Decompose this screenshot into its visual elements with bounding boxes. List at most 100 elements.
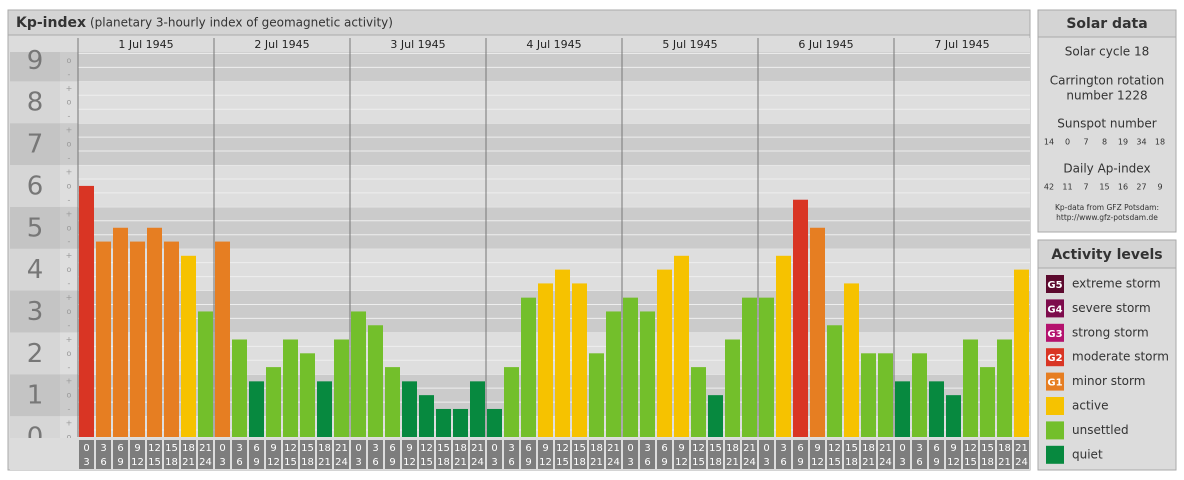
interval-cell — [827, 440, 842, 469]
y-band-label-bg — [10, 164, 60, 207]
bar — [793, 199, 808, 437]
interval-start: 0 — [763, 443, 769, 454]
interval-cell — [147, 440, 162, 469]
interval-start: 18 — [454, 443, 467, 454]
bar — [844, 283, 859, 437]
y-band-label-bg — [10, 332, 60, 375]
interval-start: 18 — [726, 443, 739, 454]
day-label: 7 Jul 1945 — [934, 38, 989, 51]
bar — [623, 297, 638, 437]
interval-end: 24 — [879, 457, 892, 468]
interval-cell — [572, 440, 587, 469]
interval-start: 6 — [525, 443, 531, 454]
interval-end: 18 — [981, 457, 994, 468]
y-tick-label: 9 — [27, 46, 44, 76]
interval-end: 9 — [117, 457, 123, 468]
bar — [810, 227, 825, 437]
interval-end: 9 — [661, 457, 667, 468]
sunspot-number: 34 — [1136, 138, 1146, 147]
interval-cell — [504, 440, 519, 469]
y-tick-label: 5 — [27, 213, 44, 243]
interval-end: 12 — [403, 457, 416, 468]
interval-cell — [623, 440, 638, 469]
interval-end: 3 — [355, 457, 361, 468]
y-band — [10, 332, 1030, 375]
day-label: 2 Jul 1945 — [254, 38, 309, 51]
interval-start: 6 — [933, 443, 939, 454]
bar — [572, 283, 587, 437]
carrington: number 1228 — [1066, 89, 1147, 103]
y-band — [10, 164, 1030, 207]
y-band — [10, 206, 1030, 249]
bar — [895, 381, 910, 437]
interval-start: 3 — [780, 443, 786, 454]
interval-cell — [725, 440, 740, 469]
bar — [946, 395, 961, 437]
chart-subtitle: (planetary 3-hourly index of geomagnetic… — [90, 16, 393, 30]
interval-end: 21 — [454, 457, 467, 468]
sunspot-number: 14 — [1044, 138, 1054, 147]
bar — [929, 381, 944, 437]
interval-end: 3 — [491, 457, 497, 468]
interval-end: 3 — [83, 457, 89, 468]
bar — [1014, 269, 1029, 437]
interval-cell — [96, 440, 111, 469]
ap-number: 16 — [1118, 183, 1128, 192]
bar — [912, 353, 927, 437]
legend-header — [1037, 239, 1177, 269]
interval-cell — [249, 440, 264, 469]
interval-cell — [759, 440, 774, 469]
interval-end: 24 — [743, 457, 756, 468]
y-sub-label: + — [66, 251, 73, 260]
interval-start: 12 — [284, 443, 297, 454]
interval-start: 15 — [573, 443, 586, 454]
bar — [368, 325, 383, 437]
sunspot-number: 18 — [1155, 138, 1165, 147]
interval-start: 9 — [542, 443, 548, 454]
y-band — [10, 374, 1030, 417]
interval-start: 9 — [270, 443, 276, 454]
legend-label: minor storm — [1072, 374, 1145, 388]
legend-label: quiet — [1072, 447, 1103, 461]
y-sub-label: + — [66, 377, 73, 386]
interval-start: 3 — [644, 443, 650, 454]
y-tick-label: 1 — [27, 381, 44, 411]
bar — [776, 255, 791, 437]
interval-start: 0 — [219, 443, 225, 454]
interval-end: 15 — [148, 457, 161, 468]
day-label: 4 Jul 1945 — [526, 38, 581, 51]
interval-cell — [980, 440, 995, 469]
ap-number: 15 — [1099, 183, 1109, 192]
interval-end: 6 — [780, 457, 786, 468]
interval-start: 3 — [916, 443, 922, 454]
interval-start: 0 — [627, 443, 633, 454]
interval-cell — [368, 440, 383, 469]
interval-cell — [929, 440, 944, 469]
interval-start: 18 — [318, 443, 331, 454]
interval-cell — [555, 440, 570, 469]
interval-cell — [606, 440, 621, 469]
bar — [538, 283, 553, 437]
legend-label: severe storm — [1072, 301, 1151, 315]
y-band-label-bg — [10, 416, 60, 440]
y-sub-label: - — [68, 405, 71, 414]
interval-end: 3 — [627, 457, 633, 468]
interval-start: 6 — [253, 443, 259, 454]
sunspot-number: 8 — [1102, 138, 1107, 147]
interval-start: 3 — [508, 443, 514, 454]
interval-end: 12 — [675, 457, 688, 468]
interval-start: 9 — [134, 443, 140, 454]
interval-start: 18 — [590, 443, 603, 454]
y-band-label-bg — [10, 52, 60, 82]
interval-start: 6 — [389, 443, 395, 454]
interval-cell — [232, 440, 247, 469]
ap-number: 7 — [1083, 183, 1088, 192]
interval-cell — [436, 440, 451, 469]
interval-end: 24 — [1015, 457, 1028, 468]
interval-end: 15 — [964, 457, 977, 468]
bar — [521, 297, 536, 437]
y-sub-label: - — [68, 363, 71, 372]
interval-start: 6 — [661, 443, 667, 454]
sunspot-number: 19 — [1118, 138, 1128, 147]
interval-end: 6 — [508, 457, 514, 468]
